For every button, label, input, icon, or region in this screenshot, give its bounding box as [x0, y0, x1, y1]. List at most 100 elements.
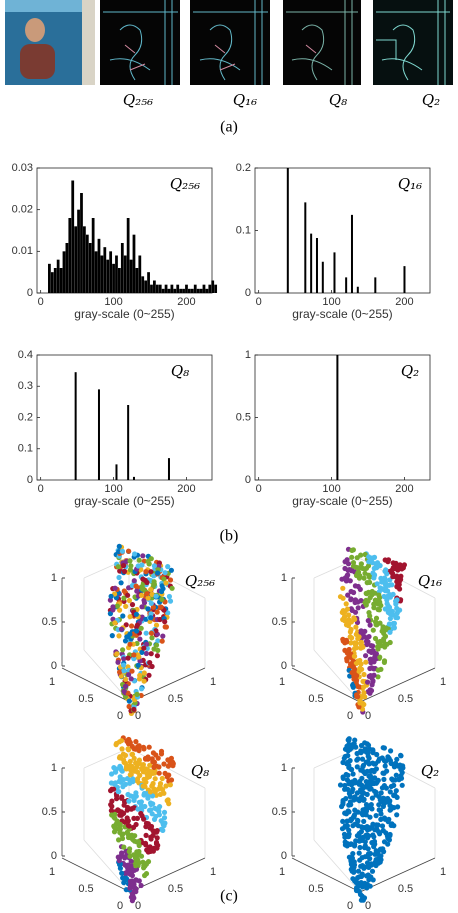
x-axis-label: gray-scale (0~255) — [74, 494, 174, 508]
point — [136, 850, 142, 856]
point — [153, 593, 159, 599]
bar — [208, 284, 212, 293]
point — [121, 688, 127, 695]
x-axis-label: gray-scale (0~255) — [292, 307, 392, 321]
point — [165, 610, 171, 616]
bar — [173, 288, 177, 293]
point — [383, 785, 389, 791]
y-tick-label: 0 — [27, 474, 33, 486]
point — [394, 584, 400, 590]
point — [143, 650, 149, 657]
point — [358, 742, 365, 749]
point — [386, 800, 392, 806]
point — [373, 789, 379, 796]
point — [125, 592, 131, 598]
point — [390, 560, 396, 566]
y-tick-label: 0.2 — [18, 411, 33, 423]
point — [107, 611, 113, 617]
z-tick-label: 0 — [51, 850, 57, 862]
point — [134, 588, 140, 594]
point — [125, 746, 131, 752]
point — [352, 583, 358, 589]
x-tick-label: 200 — [395, 483, 413, 495]
point — [126, 597, 132, 604]
point — [377, 846, 384, 852]
bar — [161, 288, 165, 293]
point — [387, 615, 393, 622]
point — [373, 615, 380, 621]
point — [116, 739, 123, 745]
point — [343, 601, 349, 607]
point — [399, 782, 405, 788]
point — [381, 839, 388, 845]
point — [368, 643, 374, 649]
point — [128, 767, 134, 773]
point — [361, 671, 367, 678]
point — [370, 627, 376, 633]
point — [350, 682, 356, 688]
point — [380, 624, 386, 630]
point — [381, 776, 387, 783]
point — [143, 779, 149, 785]
z-tick-label: 0.5 — [272, 806, 287, 818]
point — [127, 853, 133, 859]
point — [148, 600, 154, 606]
point — [130, 893, 136, 899]
point — [138, 686, 145, 692]
point — [357, 891, 364, 898]
point — [385, 754, 391, 760]
point — [357, 586, 363, 593]
point — [156, 812, 162, 818]
bar — [138, 255, 142, 293]
bar — [179, 288, 183, 293]
bar — [50, 272, 54, 293]
bar — [56, 259, 60, 293]
point — [370, 748, 376, 754]
point — [168, 777, 175, 783]
x-tick-label: 200 — [395, 296, 413, 308]
point — [387, 611, 393, 617]
point — [383, 758, 389, 764]
point — [138, 625, 144, 631]
point-cloud — [337, 546, 407, 715]
scatter-3d: 0 0.5 1 0 0.5 1 0 0.5 1 Q₂₅₆ — [42, 543, 216, 722]
panel-title: Q₈ — [191, 762, 209, 780]
bar — [214, 284, 218, 293]
point — [350, 851, 356, 857]
bar — [286, 168, 289, 293]
bar — [356, 286, 359, 293]
point — [383, 567, 389, 573]
x-tick-label: 100 — [104, 483, 122, 495]
point — [140, 553, 146, 559]
point — [365, 679, 371, 685]
point — [118, 580, 124, 586]
point — [349, 782, 355, 788]
point — [138, 567, 144, 573]
point — [370, 673, 376, 679]
point — [393, 788, 399, 794]
point — [134, 622, 140, 628]
point — [348, 841, 354, 848]
point — [115, 854, 121, 860]
point — [124, 829, 130, 836]
point — [340, 595, 346, 601]
point — [340, 799, 346, 805]
point — [357, 657, 363, 664]
point — [375, 674, 381, 680]
point — [361, 575, 367, 581]
point — [367, 782, 373, 788]
point — [375, 829, 382, 835]
point — [381, 745, 387, 751]
point — [393, 772, 399, 778]
point — [154, 609, 160, 615]
point — [353, 838, 359, 844]
point — [374, 581, 380, 587]
point — [143, 861, 149, 867]
point — [147, 789, 153, 795]
point — [131, 652, 137, 658]
point — [150, 848, 156, 854]
point — [362, 570, 368, 576]
point — [376, 802, 382, 808]
bar — [103, 247, 107, 293]
x-tick-label: 0 — [38, 483, 44, 495]
